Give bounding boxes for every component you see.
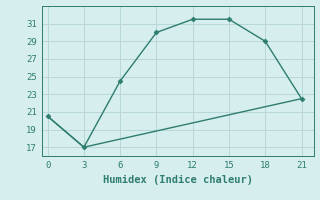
X-axis label: Humidex (Indice chaleur): Humidex (Indice chaleur) <box>103 175 252 185</box>
